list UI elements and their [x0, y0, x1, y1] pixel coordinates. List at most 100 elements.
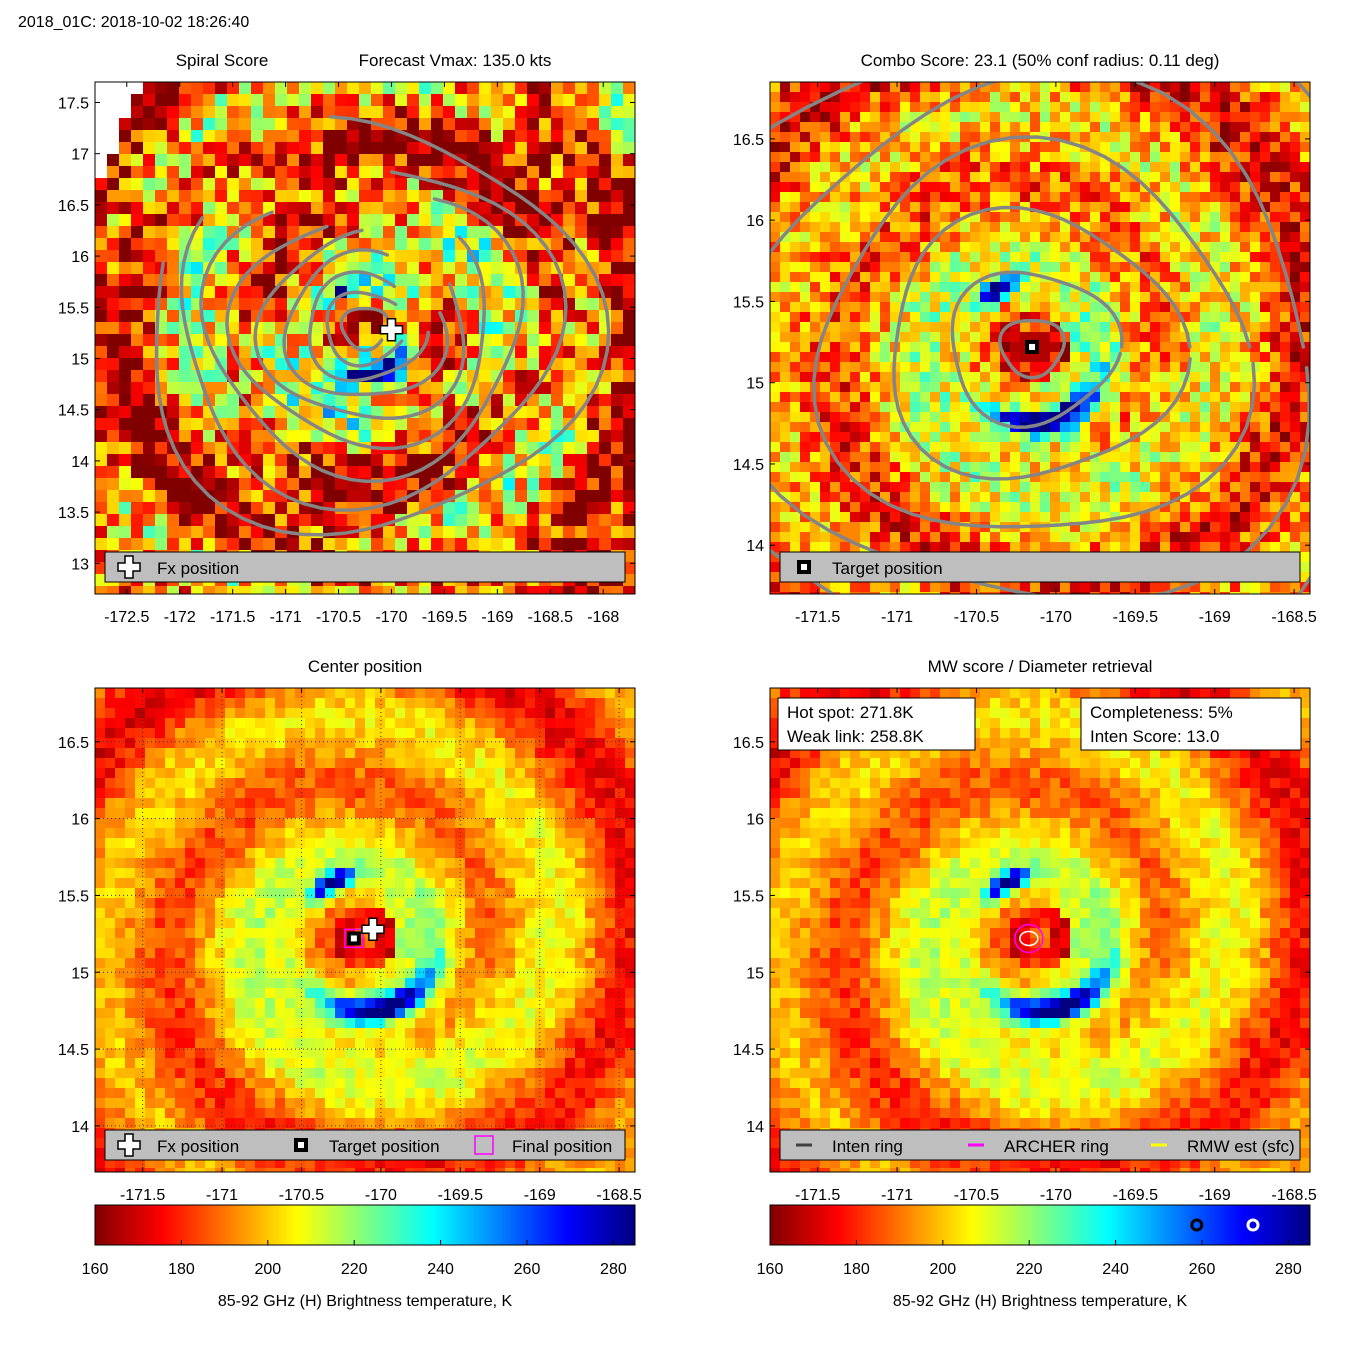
colorbar-tick-label: 260 [1189, 1261, 1216, 1278]
contour-line [225, 224, 486, 451]
colorbar-inten-marker [1190, 1218, 1204, 1232]
y-tick-label: 15.5 [733, 888, 764, 905]
panel-title: MW score / Diameter retrieval [928, 657, 1153, 676]
y-tick-label: 16.5 [58, 735, 89, 752]
y-tick-label: 14.5 [58, 1042, 89, 1059]
colorbar-label: 85-92 GHz (H) Brightness temperature, K [893, 1293, 1188, 1310]
panel-subtitle: Forecast Vmax: 135.0 kts [359, 51, 552, 70]
contour-line [307, 270, 430, 383]
x-tick-label: -170 [1040, 1187, 1072, 1204]
colorbar-tick-label: 200 [929, 1261, 956, 1278]
x-tick-label: -170.5 [954, 1187, 999, 1204]
archer-ring [1014, 923, 1044, 954]
panel-center: -171.5 -171 -170.5 -170 -169.5 -169 -168.5 14 14… [58, 657, 642, 1310]
contour-line [154, 115, 611, 537]
x-tick-label: -169.5 [438, 1187, 483, 1204]
x-tick-label: -171.5 [210, 609, 255, 626]
grid-center [95, 688, 635, 1172]
rmw-ring [1019, 930, 1039, 947]
y-tick-label: 14.5 [733, 457, 764, 474]
y-tick-label: 16.5 [733, 132, 764, 149]
y-tick-label: 17.5 [58, 95, 89, 112]
target-position-core [350, 935, 357, 942]
panel-combo: -171.5 -171 -170.5 -170 -169.5 -169 -168.5 14 14… [733, 51, 1317, 626]
x-tick-label: -170.5 [316, 609, 361, 626]
x-tick-label: -171 [206, 1187, 238, 1204]
contour-line [179, 170, 568, 512]
contour-line [770, 82, 1310, 594]
final-position-marker [344, 928, 364, 949]
x-tick-label: -171 [881, 609, 913, 626]
heatmap-mw [770, 688, 1310, 1172]
panel-mw: -171.5 -171 -170.5 -170 -169.5 -169 -168.5 14 14… [733, 657, 1317, 1310]
y-tick-label: 15.5 [58, 888, 89, 905]
contours-combo [770, 82, 1310, 594]
x-tick-label: -170 [375, 609, 407, 626]
legend-box [104, 1129, 626, 1161]
colorbar-tick-label: 240 [427, 1261, 454, 1278]
x-tick-label: -168.5 [1271, 1187, 1316, 1204]
colorbar-tick-label: 260 [514, 1261, 541, 1278]
contour-line [892, 205, 1192, 481]
legend-box [779, 551, 1301, 583]
x-tick-label: -172 [164, 609, 196, 626]
x-tick-label: -169 [481, 609, 513, 626]
colorbar-tick-label: 240 [1102, 1261, 1129, 1278]
contour-line [199, 197, 525, 483]
info-box [1080, 697, 1302, 751]
y-tick-label: 15.5 [733, 294, 764, 311]
x-tick-label: -170.5 [954, 609, 999, 626]
target-position-core [1029, 343, 1036, 350]
x-tick-label: -172.5 [104, 609, 149, 626]
x-tick-label: -169.5 [1113, 609, 1158, 626]
colorbar-tick-label: 180 [168, 1261, 195, 1278]
figure-title: 2018_01C: 2018-10-02 18:26:40 [18, 14, 249, 31]
contours-spiral [154, 115, 611, 537]
colorbar-tick-label: 160 [757, 1261, 784, 1278]
y-tick-label: 14.5 [733, 1042, 764, 1059]
colorbar-tick-label: 180 [843, 1261, 870, 1278]
legend-label: Target position [832, 559, 943, 578]
y-tick-label: 16 [746, 812, 764, 829]
contour-line [998, 318, 1067, 380]
y-tick-label: 15 [71, 351, 89, 368]
axes-frame [769, 687, 1311, 1173]
colorbar-tick-label: 280 [600, 1261, 627, 1278]
info-line: Completeness: 5% [1090, 703, 1233, 722]
x-tick-label: -170 [1040, 609, 1072, 626]
y-tick-label: 15 [71, 965, 89, 982]
x-tick-label: -171.5 [795, 1187, 840, 1204]
y-tick-label: 16 [71, 249, 89, 266]
contour-line [282, 248, 450, 397]
y-tick-label: 15 [746, 376, 764, 393]
target-position-core [801, 564, 807, 570]
legend-label: Inten ring [832, 1137, 903, 1156]
info-line: Weak link: 258.8K [787, 727, 924, 746]
heatmap-spiral [95, 82, 635, 594]
x-tick-label: -171.5 [120, 1187, 165, 1204]
y-tick-label: 14 [746, 1119, 764, 1136]
y-tick-label: 14.5 [58, 403, 89, 420]
colorbar-label: 85-92 GHz (H) Brightness temperature, K [218, 1293, 513, 1310]
heatmap-combo [770, 82, 1310, 594]
legend-label: RMW est (sfc) [1187, 1137, 1295, 1156]
colorbar-tick-label: 160 [82, 1261, 109, 1278]
y-tick-label: 17 [71, 147, 89, 164]
y-tick-label: 16 [71, 812, 89, 829]
y-tick-label: 16 [746, 213, 764, 230]
legend-label: Final position [512, 1137, 612, 1156]
y-tick-label: 14 [746, 538, 764, 555]
legend-label: Target position [329, 1137, 440, 1156]
contour-line [253, 228, 466, 420]
fx-position-marker [361, 917, 385, 941]
x-tick-label: -168.5 [1271, 609, 1316, 626]
y-tick-label: 15 [746, 965, 764, 982]
legend-box [104, 551, 626, 583]
y-tick-label: 16.5 [58, 198, 89, 215]
info-box [777, 697, 976, 751]
x-tick-label: -170.5 [279, 1187, 324, 1204]
x-tick-label: -168 [587, 609, 619, 626]
axes-frame [769, 81, 1311, 595]
x-tick-label: -169.5 [1113, 1187, 1158, 1204]
axes-frame [94, 687, 636, 1173]
